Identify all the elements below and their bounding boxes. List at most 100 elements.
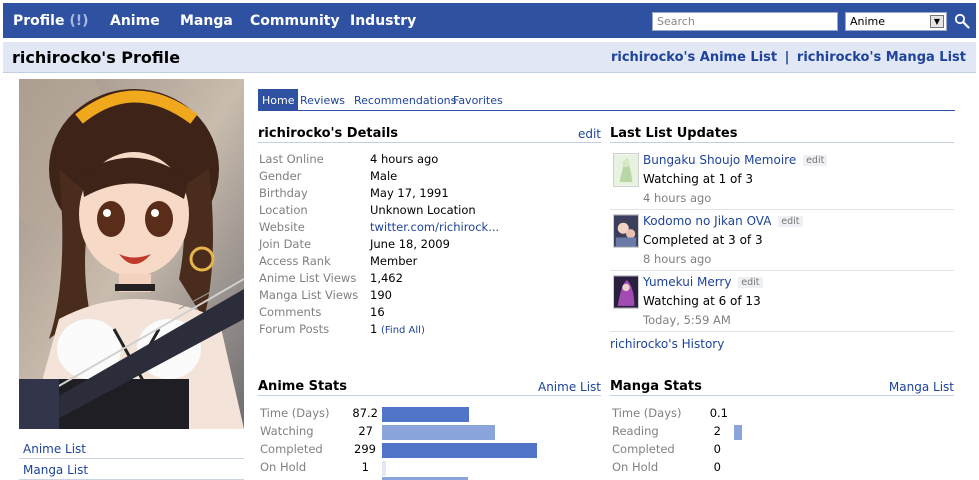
manga-stats-heading: Manga Stats (610, 379, 702, 394)
manga-list-link[interactable]: richirocko's Manga List (796, 50, 966, 65)
manga-stat-row: On Hold 0 (612, 460, 952, 478)
sidebar-link-manga-list[interactable]: Manga List (19, 459, 244, 480)
search-type-select[interactable]: Anime ▼ (845, 12, 947, 31)
chevron-down-icon: ▼ (930, 15, 944, 28)
history-link[interactable]: richirocko's History (610, 337, 725, 351)
top-navigation-bar: Profile (!) Anime Manga Community Indust… (3, 3, 976, 38)
anime-thumbnail-image[interactable] (613, 275, 639, 309)
stat-bar (382, 443, 537, 458)
detail-label: Access Rank (259, 254, 331, 268)
detail-value: 16 (370, 305, 385, 319)
find-all-link[interactable]: (Find All) (380, 325, 425, 336)
manga-stats-header: Manga Stats Manga List (610, 378, 954, 396)
anime-thumbnail-image[interactable] (613, 214, 639, 248)
search-icon[interactable] (954, 13, 970, 29)
update-title-link[interactable]: Kodomo no Jikan OVA (643, 214, 772, 228)
details-header: richirocko's Details edit (258, 125, 601, 143)
detail-label: Join Date (259, 237, 312, 251)
detail-value: May 17, 1991 (370, 186, 449, 200)
stat-label: Completed (612, 442, 675, 456)
update-edit-button[interactable]: edit (778, 216, 803, 227)
anime-stat-row: Time (Days) 87.2 (260, 406, 600, 424)
tab-home[interactable]: Home (258, 89, 299, 111)
tab-reviews[interactable]: Reviews (300, 94, 345, 107)
search-input[interactable] (652, 12, 838, 31)
stat-value: 0.1 (709, 406, 728, 420)
detail-value: 1 (Find All) (370, 322, 425, 336)
tab-favorites[interactable]: Favorites (453, 94, 503, 107)
update-time: Today, 5:59 AM (643, 313, 731, 327)
detail-row-last-online: Last Online 4 hours ago (259, 152, 599, 169)
stat-value: 0 (713, 460, 721, 474)
sidebar-link-anime-list[interactable]: Anime List (19, 438, 244, 459)
anime-stat-row: Completed 299 (260, 442, 600, 460)
detail-label: Forum Posts (259, 322, 330, 336)
detail-row-access-rank: Access Rank Member (259, 254, 599, 271)
detail-row-birthday: Birthday May 17, 1991 (259, 186, 599, 203)
updates-header: Last List Updates (610, 125, 954, 143)
update-title-link[interactable]: Bungaku Shoujo Memoire (643, 153, 797, 167)
anime-list-link[interactable]: richirocko's Anime List (610, 50, 778, 65)
website-link[interactable]: twitter.com/richirock... (370, 220, 500, 234)
detail-value: 1,462 (370, 271, 403, 285)
stat-label: Completed (260, 442, 323, 456)
header-link-separator: | (784, 50, 790, 65)
sidebar-link-label: Anime List (23, 442, 87, 456)
detail-row-manga-list-views: Manga List Views 190 (259, 288, 599, 305)
stat-label: Time (Days) (612, 406, 682, 420)
update-edit-button[interactable]: edit (803, 155, 828, 166)
anime-stats-list-link[interactable]: Anime List (537, 380, 601, 394)
update-item: Yumekui Merry edit Watching at 6 of 13 T… (610, 272, 954, 332)
anime-stat-row: Watching 27 (260, 424, 600, 442)
detail-value: 190 (370, 288, 392, 302)
anime-stat-row: On Hold 1 (260, 460, 600, 478)
stat-label: On Hold (612, 460, 659, 474)
detail-label: Birthday (259, 186, 308, 200)
stat-bar (382, 461, 386, 476)
detail-value: Member (370, 254, 418, 268)
detail-row-website: Website twitter.com/richirock... (259, 220, 599, 237)
manga-stat-row: Completed 0 (612, 442, 952, 460)
manga-stat-row: Time (Days) 0.1 (612, 406, 952, 424)
stat-value: 0 (713, 442, 721, 456)
update-title-link[interactable]: Yumekui Merry (643, 275, 732, 289)
detail-label: Gender (259, 169, 302, 183)
manga-stats-list-link[interactable]: Manga List (888, 380, 954, 394)
detail-value: 4 hours ago (370, 152, 439, 166)
stat-bar-partial (382, 477, 468, 480)
detail-value: Male (370, 169, 398, 183)
detail-label: Comments (259, 305, 322, 319)
stat-value: 87.2 (352, 406, 378, 420)
anime-stats-header: Anime Stats Anime List (258, 378, 601, 396)
detail-label: Last Online (259, 152, 324, 166)
detail-row-forum-posts: Forum Posts 1 (Find All) (259, 322, 599, 339)
update-title: Yumekui Merry edit (643, 275, 763, 289)
nav-profile[interactable]: Profile (!) (13, 13, 89, 29)
nav-profile-notification-count: (!) (69, 13, 89, 29)
detail-value: twitter.com/richirock... (370, 220, 499, 234)
tab-recommendations[interactable]: Recommendations (354, 94, 457, 107)
nav-manga[interactable]: Manga (180, 13, 233, 29)
nav-industry[interactable]: Industry (350, 13, 417, 29)
detail-row-anime-list-views: Anime List Views 1,462 (259, 271, 599, 288)
nav-profile-label: Profile (13, 13, 65, 29)
profile-header: richirocko's Profile richirocko's Anime … (3, 42, 976, 73)
anime-stats-heading: Anime Stats (258, 379, 347, 394)
update-status: Watching at 6 of 13 (643, 294, 761, 308)
detail-row-join-date: Join Date June 18, 2009 (259, 237, 599, 254)
profile-tabs: Home Reviews Recommendations Favorites (258, 89, 955, 111)
anime-thumbnail-image[interactable] (613, 153, 639, 187)
stat-value: 2 (713, 424, 721, 438)
detail-label: Location (259, 203, 308, 217)
nav-anime[interactable]: Anime (110, 13, 160, 29)
update-status: Watching at 1 of 3 (643, 172, 754, 186)
search-type-value: Anime (850, 15, 886, 28)
detail-label: Website (259, 220, 305, 234)
header-links: richirocko's Anime List | richirocko's M… (611, 50, 966, 65)
sidebar-link-label: Manga List (23, 463, 89, 477)
stat-value: 1 (361, 460, 369, 474)
nav-community[interactable]: Community (250, 13, 340, 29)
manga-stat-row: Reading 2 (612, 424, 952, 442)
details-edit-link[interactable]: edit (577, 127, 601, 141)
update-edit-button[interactable]: edit (738, 277, 763, 288)
